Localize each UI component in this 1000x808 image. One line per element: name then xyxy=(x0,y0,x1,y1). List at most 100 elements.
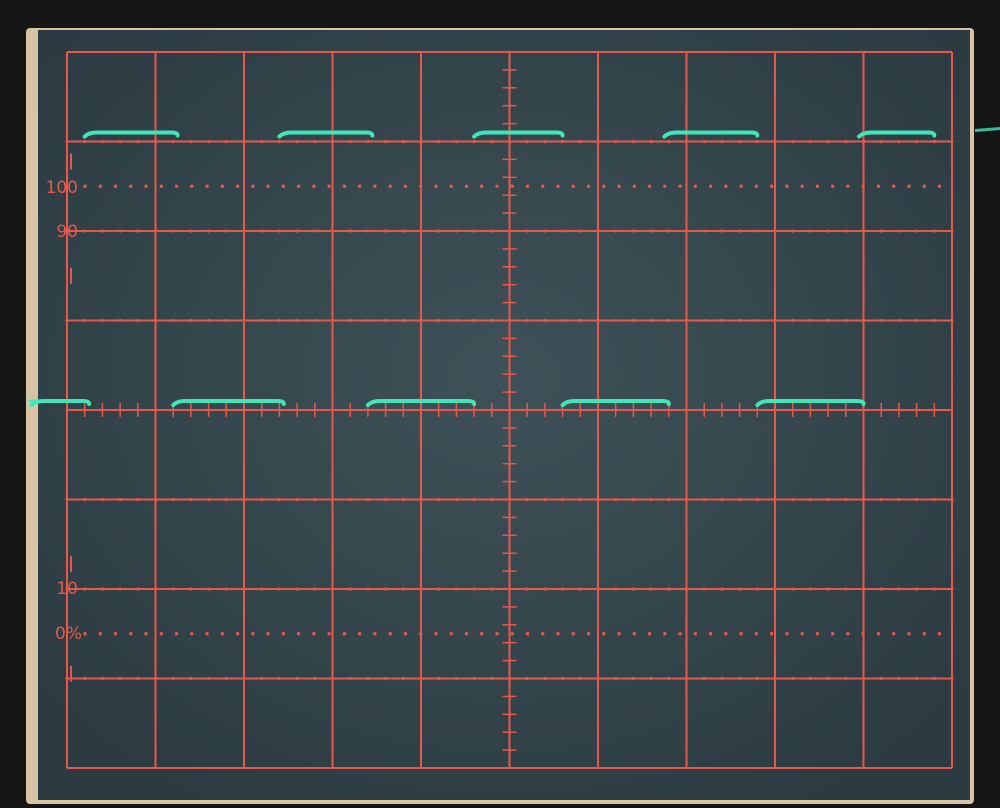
trace-segment-high xyxy=(277,130,375,139)
percent-dot xyxy=(388,632,392,636)
grid-dot xyxy=(136,587,140,591)
trace-segment-high xyxy=(82,130,180,139)
grid-dot xyxy=(384,587,388,591)
grid-dot xyxy=(667,229,671,233)
grid-dot xyxy=(419,318,423,323)
grid-dot xyxy=(295,676,299,681)
grid-dot xyxy=(330,587,335,591)
grid-dot xyxy=(897,587,901,591)
grid-dot xyxy=(738,139,742,144)
percent-dot xyxy=(892,184,896,188)
grid-dot xyxy=(578,676,582,681)
grid-dot xyxy=(543,229,547,233)
grid-dot xyxy=(384,139,388,144)
percent-dot xyxy=(861,184,865,188)
grid-dot xyxy=(596,587,600,591)
grid-dot xyxy=(738,676,742,681)
percent-dot xyxy=(678,184,682,188)
percent-dot xyxy=(663,184,667,188)
grid-dot xyxy=(260,229,264,233)
percent-dot xyxy=(785,632,789,636)
percent-dot xyxy=(602,632,606,636)
grid-dot xyxy=(65,587,69,591)
grid-dot xyxy=(844,676,848,681)
grid-dot xyxy=(773,587,777,591)
percent-dot xyxy=(190,632,194,636)
percent-dot xyxy=(159,632,163,636)
percent-dot xyxy=(846,184,850,188)
grid-dot xyxy=(861,676,866,681)
grid-dot xyxy=(631,497,636,502)
grid-dot xyxy=(649,318,653,323)
grid-dot xyxy=(684,229,689,233)
grid-dot xyxy=(755,318,759,323)
grid-dot xyxy=(224,318,228,323)
grid-dot xyxy=(437,676,441,681)
percent-dot xyxy=(129,184,133,188)
grid-dot xyxy=(65,318,69,323)
grid-dot xyxy=(100,676,104,681)
percent-dot xyxy=(373,184,377,188)
grid-dot xyxy=(118,587,122,591)
percent-dot xyxy=(510,184,514,188)
grid-dot xyxy=(596,318,600,323)
grid-dot xyxy=(437,318,441,323)
grid-dot xyxy=(915,676,919,681)
grid-dot xyxy=(578,587,582,591)
graticule-grid xyxy=(65,51,954,769)
grid-dot xyxy=(83,229,87,233)
grid-dot xyxy=(649,587,653,591)
grid-dot xyxy=(366,587,370,591)
percent-dot xyxy=(373,632,377,636)
grid-dot xyxy=(454,318,458,323)
grid-dot xyxy=(65,229,69,233)
grid-dot xyxy=(348,587,352,591)
grid-dot xyxy=(313,139,317,144)
grid-dot xyxy=(932,497,936,502)
grid-dot xyxy=(454,587,458,591)
percent-dot xyxy=(220,632,225,636)
percent-dot xyxy=(159,184,163,188)
percent-dot xyxy=(907,632,911,636)
grid-dot xyxy=(472,318,476,323)
grid-dot xyxy=(755,497,759,502)
percent-dot xyxy=(724,632,728,636)
grid-dot xyxy=(472,139,476,144)
grid-dot xyxy=(472,676,476,681)
percent-dot xyxy=(403,632,408,636)
grid-dot xyxy=(844,139,848,144)
grid-dot xyxy=(330,139,335,144)
grid-dot xyxy=(490,139,494,144)
grid-dot xyxy=(171,229,175,233)
grid-dot xyxy=(773,229,777,233)
grid-dot xyxy=(915,318,919,323)
grid-dot xyxy=(684,318,689,323)
percent-dot xyxy=(739,184,743,188)
percent-dot xyxy=(296,184,301,188)
grid-dot xyxy=(879,139,883,144)
grid-dot xyxy=(738,497,742,502)
percent-dot xyxy=(251,184,255,188)
grid-dot xyxy=(100,229,104,233)
grid-dot xyxy=(419,587,423,591)
grid-dot xyxy=(808,587,813,591)
percent-dot xyxy=(312,184,316,188)
trace-segment-high xyxy=(857,130,937,139)
percent-dot xyxy=(937,184,942,188)
grid-dot xyxy=(189,229,193,233)
grid-dot xyxy=(153,139,158,144)
percent-dot xyxy=(663,632,667,636)
grid-dot xyxy=(277,497,281,502)
grid-dot xyxy=(118,139,122,144)
grid-dot xyxy=(490,318,494,323)
grid-dot xyxy=(614,587,618,591)
grid-dot xyxy=(897,497,901,502)
percent-dot xyxy=(480,632,484,636)
grid-dot xyxy=(437,497,441,502)
grid-dot xyxy=(401,229,405,233)
label-0-percent: 0% xyxy=(55,624,82,644)
graticule-labels: 100 90 10 0% xyxy=(46,178,82,644)
grid-dot xyxy=(667,318,671,323)
label-10: 10 xyxy=(56,579,78,599)
grid-dot xyxy=(879,318,883,323)
